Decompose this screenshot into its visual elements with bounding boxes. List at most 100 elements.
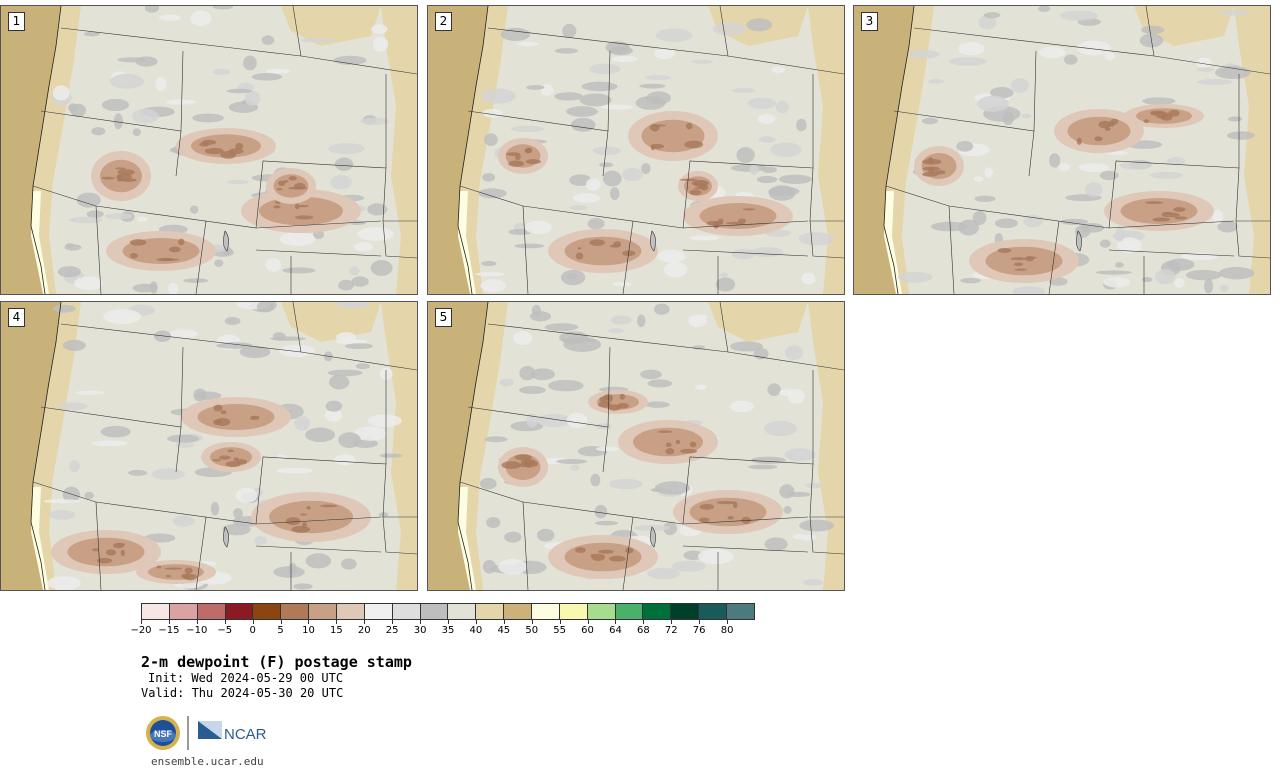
colorbar-tick xyxy=(168,620,170,624)
north-moist-area xyxy=(708,302,808,342)
border-line xyxy=(255,545,382,553)
dry-streak xyxy=(277,180,286,186)
gray-contour-patch xyxy=(731,248,756,260)
gray-contour-patch xyxy=(192,113,224,123)
gray-contour-patch xyxy=(360,117,389,125)
gray-contour-patch xyxy=(610,315,632,325)
lake-feature xyxy=(223,526,229,548)
gray-contour-patch xyxy=(921,117,938,125)
colorbar-tick xyxy=(531,620,533,624)
gray-contour-patch xyxy=(572,193,601,203)
dry-streak xyxy=(1174,216,1188,220)
dry-streak xyxy=(657,430,673,434)
gray-contour-patch xyxy=(1038,6,1051,12)
dry-streak xyxy=(235,142,244,150)
gray-contour-patch xyxy=(554,92,583,101)
dry-streak xyxy=(650,143,664,149)
gray-contour-patch xyxy=(978,15,997,30)
border-line xyxy=(809,516,844,555)
dry-streak xyxy=(525,159,541,165)
gray-contour-patch xyxy=(172,515,195,527)
gray-contour-patch xyxy=(131,108,159,124)
ocean-area xyxy=(428,302,488,590)
gray-contour-patch xyxy=(1215,65,1251,80)
gray-contour-patch xyxy=(973,176,984,182)
dry-area-core xyxy=(564,236,642,266)
gray-contour-patch xyxy=(524,220,552,235)
dry-streak xyxy=(598,549,615,554)
gray-contour-patch xyxy=(712,22,747,36)
gray-contour-patch xyxy=(324,409,343,422)
colorbar-segment xyxy=(225,604,254,619)
gray-contour-patch xyxy=(1186,269,1222,281)
gray-contour-patch xyxy=(1049,277,1068,286)
dry-streak xyxy=(156,565,162,569)
gray-contour-patch xyxy=(480,88,516,104)
colorbar-tick xyxy=(392,620,394,624)
gray-contour-patch xyxy=(655,28,693,42)
dry-streak xyxy=(215,417,231,426)
colorbar-segment xyxy=(281,604,310,619)
gray-contour-patch xyxy=(353,426,388,441)
gray-contour-patch xyxy=(511,125,545,133)
gray-contour-patch xyxy=(90,440,128,447)
map-panel-4: 4 xyxy=(0,301,418,591)
colorbar-tick xyxy=(699,620,701,624)
gray-contour-patch xyxy=(1038,46,1066,59)
gray-contour-patch xyxy=(692,345,706,350)
gray-contour-patch xyxy=(653,303,670,315)
dry-streak xyxy=(524,148,532,154)
border-line xyxy=(195,220,207,294)
gray-contour-patch xyxy=(1217,220,1238,233)
gray-contour-patch xyxy=(719,272,729,278)
gray-contour-patch xyxy=(1021,113,1032,119)
colorbar-segment xyxy=(559,604,588,619)
dry-streak xyxy=(501,461,522,470)
gray-contour-patch xyxy=(334,454,356,466)
gray-contour-patch xyxy=(526,413,538,428)
gray-contour-patch xyxy=(785,491,811,497)
gray-contour-patch xyxy=(566,106,598,117)
colorbar-segment xyxy=(142,604,170,619)
colorbar-tick-label: 60 xyxy=(581,625,594,636)
border-line xyxy=(382,516,417,555)
gray-contour-patch xyxy=(767,383,781,397)
gray-contour-patch xyxy=(958,42,985,56)
dry-streak xyxy=(297,205,310,208)
coastal-moist-strip xyxy=(884,191,902,294)
gray-contour-patch xyxy=(1002,111,1014,126)
dry-streak xyxy=(105,549,117,556)
colorbar-tick xyxy=(280,620,282,624)
gray-contour-patch xyxy=(101,98,130,112)
gray-contour-patch xyxy=(91,127,106,136)
east-moist-area xyxy=(808,6,844,294)
colorbar-segment xyxy=(699,604,728,619)
gray-contour-patch xyxy=(168,282,179,294)
gray-contour-patch xyxy=(536,413,572,427)
coastline xyxy=(30,302,62,590)
gray-contour-patch xyxy=(566,412,588,428)
gray-contour-patch xyxy=(149,281,158,294)
dry-streak xyxy=(1024,256,1035,262)
gray-contour-patch xyxy=(695,384,707,390)
dry-streak xyxy=(1168,109,1180,117)
dry-streak xyxy=(233,457,240,462)
gray-contour-patch xyxy=(504,531,522,543)
gray-contour-patch xyxy=(52,85,70,101)
colorbar-segment xyxy=(643,604,672,619)
gray-contour-patch xyxy=(100,425,131,438)
coastal-moist-strip xyxy=(31,487,49,590)
colorbar-segment xyxy=(364,604,393,619)
gray-contour-patch xyxy=(1099,170,1119,181)
gray-contour-patch xyxy=(233,508,243,519)
gray-contour-patch xyxy=(594,520,618,526)
dry-streak xyxy=(727,515,734,520)
border-line xyxy=(602,426,609,473)
gray-contour-patch xyxy=(1060,218,1089,225)
gray-contour-patch xyxy=(787,389,805,404)
colorbar-tick-label: 30 xyxy=(413,625,427,636)
coastal-moist-strip xyxy=(458,487,476,590)
gray-contour-patch xyxy=(1166,258,1195,271)
gray-contour-patch xyxy=(136,216,148,222)
dry-streak xyxy=(204,147,224,155)
